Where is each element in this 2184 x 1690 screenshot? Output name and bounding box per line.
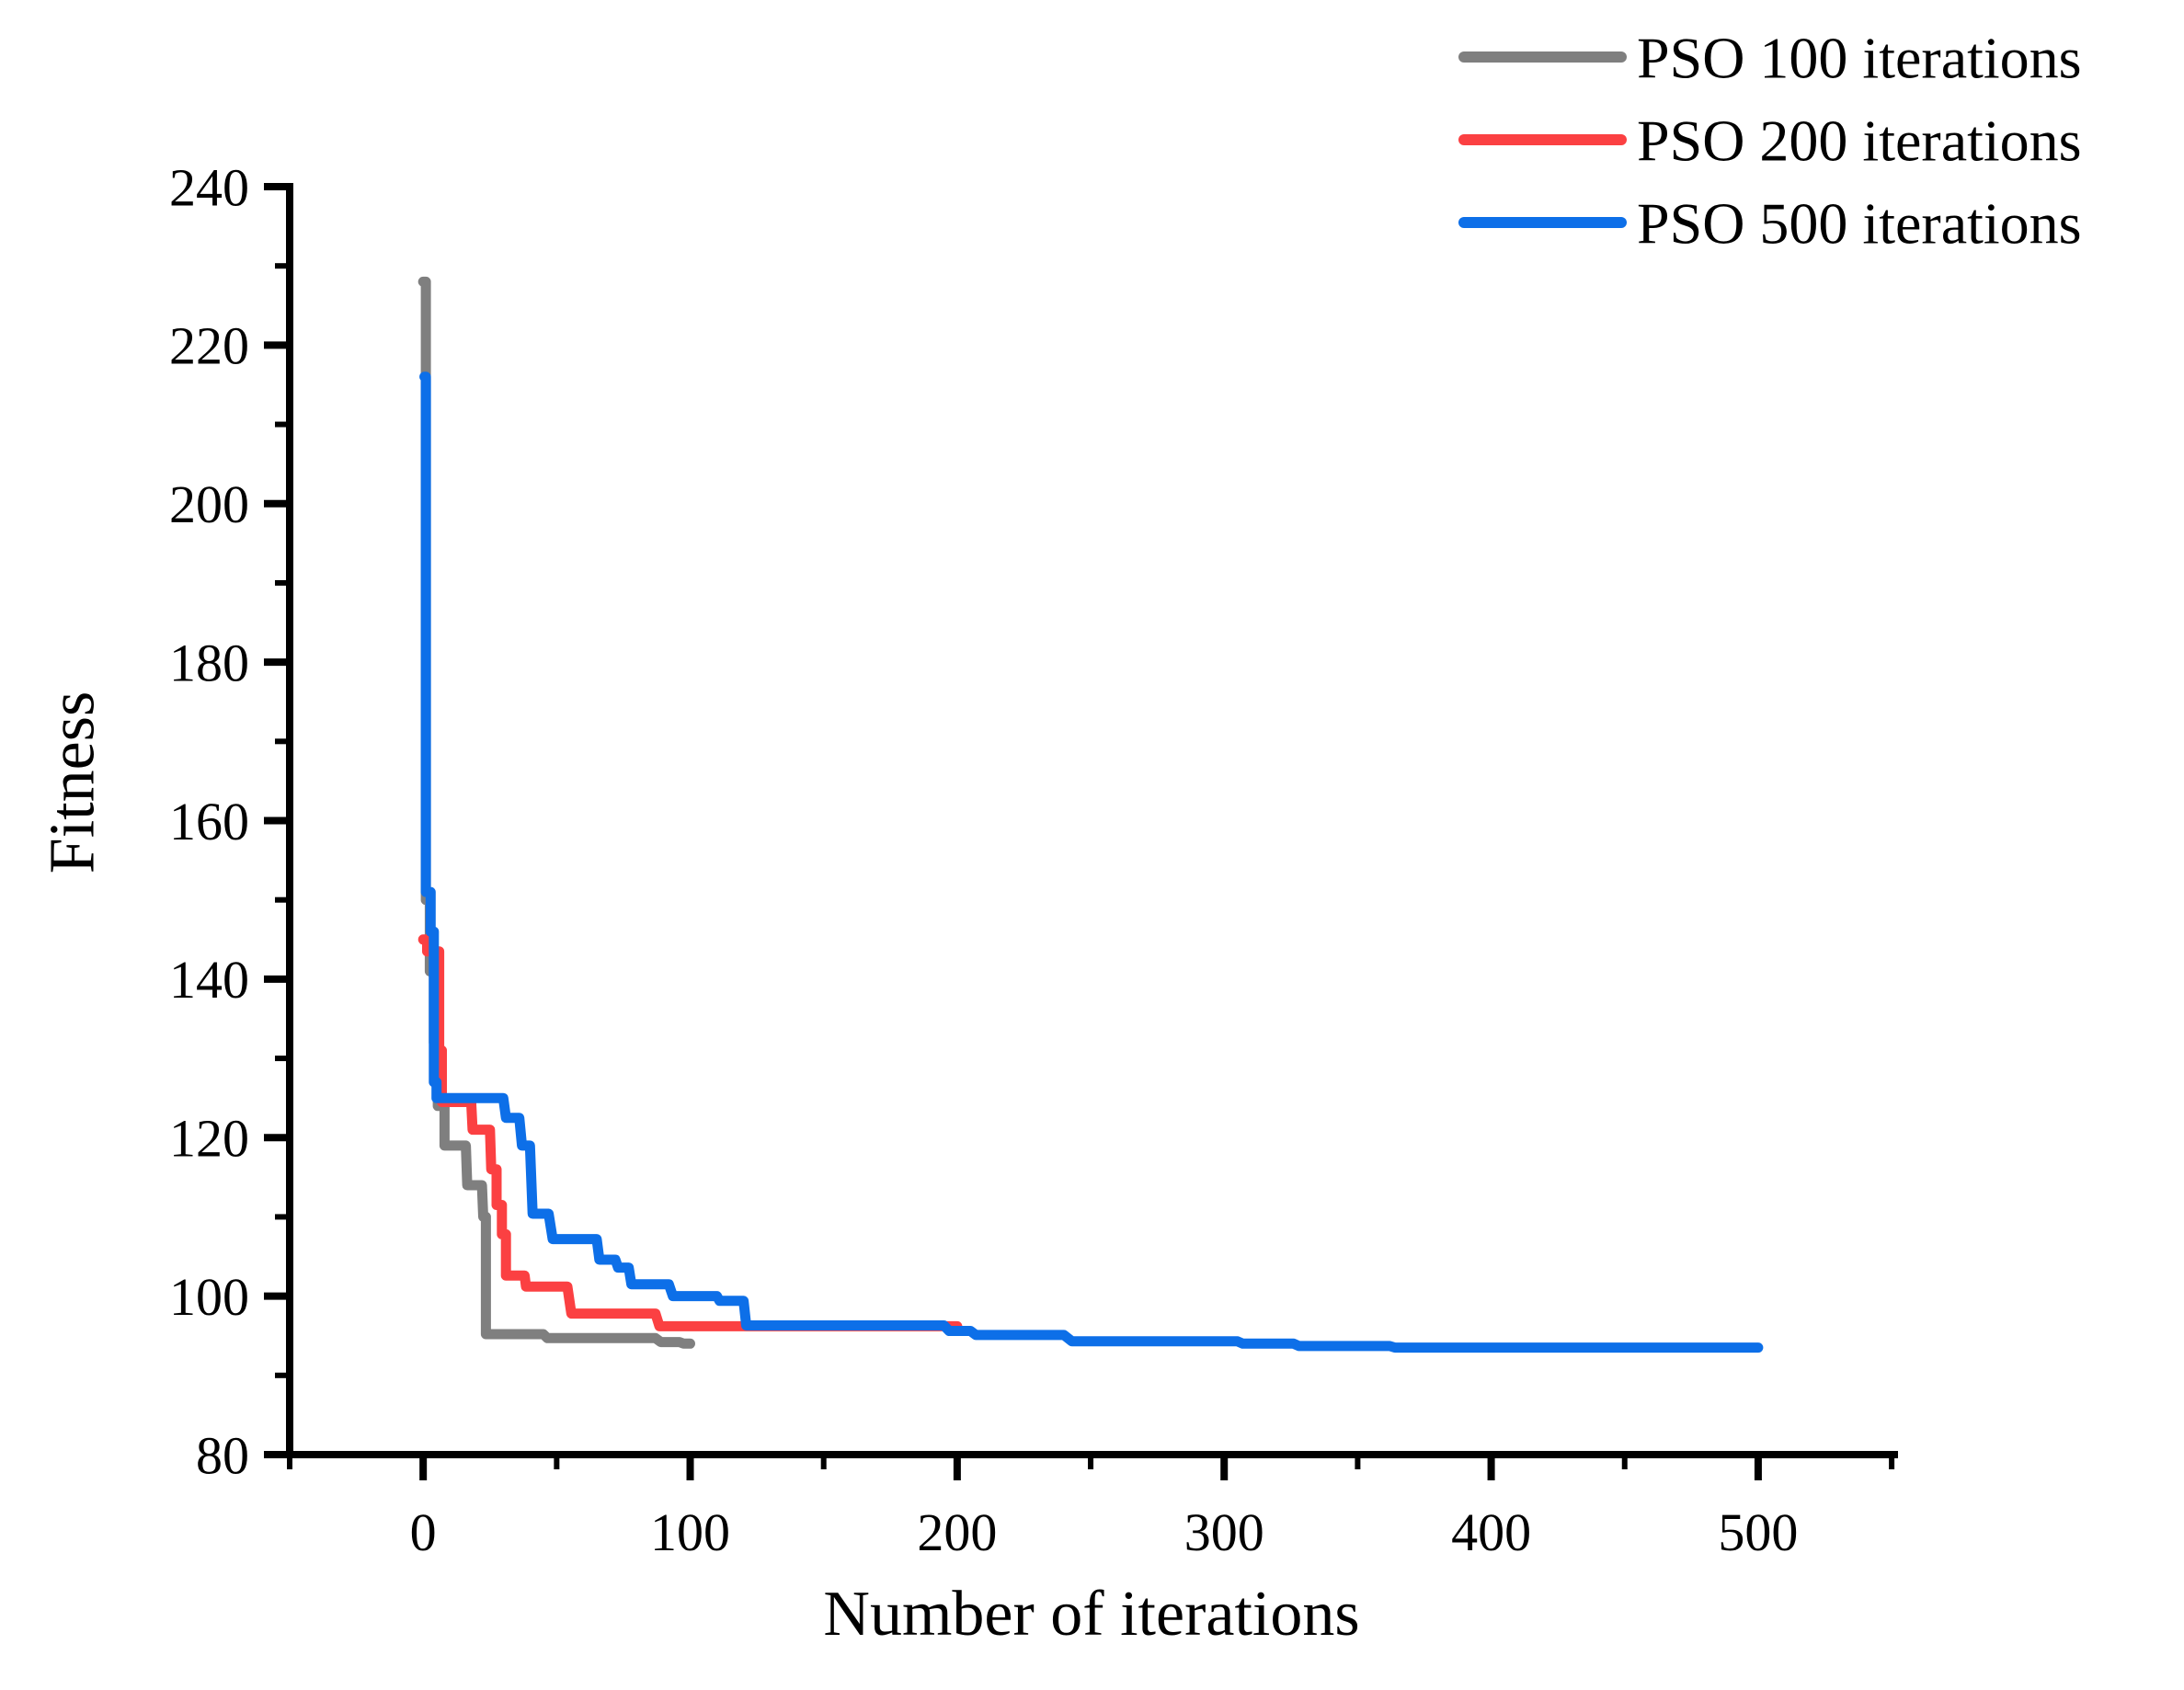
legend-item: PSO 200 iterations	[1458, 108, 2082, 173]
y-tick-label: 80	[196, 1425, 249, 1485]
x-tick-label: 200	[917, 1502, 997, 1562]
x-tick-label: 0	[410, 1502, 437, 1562]
tick-labels: 0 100 200 300 400 500 80 100 120 140 160 180 200 220 2…	[169, 157, 1798, 1562]
y-axis-title: Fitness	[38, 691, 109, 874]
legend-label: PSO 200 iterations	[1637, 108, 2082, 173]
y-tick-label: 200	[169, 474, 249, 534]
legend: PSO 100 iterations PSO 200 iterations PSO …	[1458, 25, 2082, 256]
axis-spine	[286, 183, 1898, 1458]
series-line-2	[417, 934, 963, 1331]
y-tick-label: 220	[169, 316, 249, 376]
y-tick-label: 160	[169, 792, 249, 851]
legend-label: PSO 500 iterations	[1637, 190, 2082, 256]
legend-item: PSO 500 iterations	[1458, 190, 2082, 256]
y-tick-label: 140	[169, 950, 249, 1010]
legend-item: PSO 100 iterations	[1458, 25, 2082, 90]
data-series	[417, 276, 1764, 1353]
y-tick-label: 240	[169, 157, 249, 217]
series-line-3	[419, 371, 1764, 1353]
x-tick-label: 100	[650, 1502, 730, 1562]
axes	[264, 183, 1898, 1480]
series-line-1	[417, 276, 695, 1349]
y-tick-label: 100	[169, 1267, 249, 1327]
legend-label: PSO 100 iterations	[1637, 25, 2082, 90]
y-tick-label: 120	[169, 1109, 249, 1169]
x-tick-label: 500	[1718, 1502, 1798, 1562]
y-tick-label: 180	[169, 633, 249, 692]
x-tick-label: 400	[1451, 1502, 1531, 1562]
x-tick-label: 300	[1184, 1502, 1264, 1562]
x-axis-title: Number of iterations	[823, 1579, 1359, 1650]
